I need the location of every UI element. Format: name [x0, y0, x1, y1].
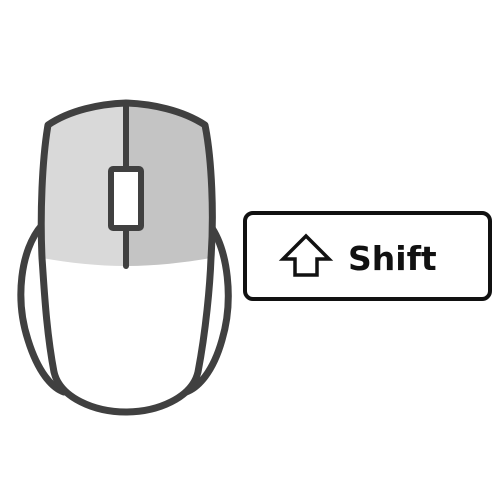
mouse-body: [42, 258, 211, 412]
mouse-icon: [17, 99, 232, 416]
scroll-wheel: [108, 166, 144, 231]
shift-key: Shift: [243, 211, 492, 301]
mouse-left-button: [41, 103, 126, 266]
mouse-right-button: [126, 103, 213, 266]
mouse-outline: [37, 99, 216, 416]
mouse-right-grip: [182, 221, 232, 396]
shift-key-label: Shift: [348, 239, 437, 278]
mouse-left-grip: [17, 221, 68, 396]
shift-arrow-icon: [278, 233, 334, 277]
